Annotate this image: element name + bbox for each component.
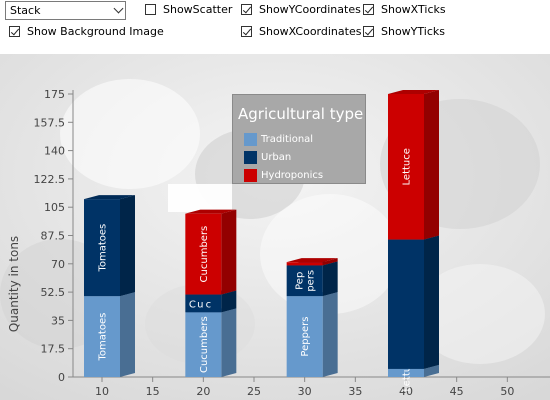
checkbox-box[interactable] bbox=[9, 26, 20, 37]
x-tick-label: 30 bbox=[298, 385, 312, 398]
bar-data-label: Cucumbers bbox=[199, 226, 210, 283]
bar-side-face bbox=[221, 290, 237, 313]
checkbox-label: ShowScatter bbox=[163, 3, 233, 16]
bar-segment-urban[interactable]: Tomatoes bbox=[84, 195, 135, 297]
legend-swatch bbox=[244, 133, 257, 146]
bar-front-face bbox=[388, 94, 424, 240]
bar-front-face bbox=[185, 312, 222, 377]
background-highlight bbox=[168, 184, 232, 212]
bar-segment-urban[interactable] bbox=[388, 235, 439, 369]
legend-swatch bbox=[244, 151, 257, 164]
x-tick-label: 35 bbox=[348, 385, 362, 398]
bar-front-face bbox=[84, 199, 120, 297]
bar-data-label: Tomatoes bbox=[98, 313, 109, 362]
y-tick-label: 157.5 bbox=[34, 116, 66, 129]
bar-segment-hydroponics[interactable]: Lettuce bbox=[388, 90, 439, 240]
bar-side-face bbox=[221, 308, 237, 377]
chart-mode-select[interactable]: Stack bbox=[5, 1, 126, 20]
bar-segment-hydroponics[interactable]: Cucumbers bbox=[185, 209, 237, 295]
bar-side-face bbox=[120, 195, 135, 297]
bar-top-face bbox=[185, 209, 237, 214]
legend-label: Traditional bbox=[261, 134, 314, 145]
bar-data-label: Cucumbers bbox=[199, 316, 210, 373]
bar-segment-urban[interactable]: Peppers bbox=[286, 261, 338, 297]
y-tick-label: 175 bbox=[44, 88, 65, 101]
checkbox-box[interactable] bbox=[145, 4, 156, 15]
y-tick-label: 87.5 bbox=[41, 230, 66, 243]
bar-segment-traditional[interactable]: Cucumbers bbox=[185, 308, 237, 377]
x-tick-label: 25 bbox=[247, 385, 261, 398]
chart-area: 0 17.5 35 52.5 70 87.5 105 122.5 140 157.5 175 10 1… bbox=[0, 54, 550, 400]
bar-side-face bbox=[424, 364, 439, 377]
x-tick-label: 45 bbox=[450, 385, 464, 398]
bar-side-face bbox=[221, 209, 237, 295]
bar-segment-traditional[interactable]: Tomatoes bbox=[84, 292, 135, 377]
checkbox-box[interactable] bbox=[363, 26, 374, 37]
bar-front-face bbox=[388, 239, 424, 369]
bar-data-label: Tomatoes bbox=[98, 224, 109, 273]
bar-front-face bbox=[185, 294, 222, 313]
checkbox-label: ShowYCoordinates bbox=[259, 3, 361, 16]
bar-data-label: Cu c bbox=[189, 299, 211, 310]
bar-side-face bbox=[322, 258, 338, 266]
bar-front-face bbox=[286, 262, 323, 266]
bar-data-label: Lettuce bbox=[402, 354, 413, 391]
checkbox-box[interactable] bbox=[241, 26, 252, 37]
y-tick-label: 122.5 bbox=[34, 173, 66, 186]
bar-segment-traditional[interactable]: Peppers bbox=[286, 292, 338, 377]
bar-top-face bbox=[286, 258, 338, 263]
y-tick-label: 105 bbox=[44, 201, 65, 214]
bar-front-face bbox=[286, 265, 323, 297]
chart-mode-value: Stack bbox=[10, 4, 41, 17]
legend-label: Hydroponics bbox=[261, 170, 324, 181]
bar-front-face bbox=[84, 296, 120, 377]
bar-front-face bbox=[185, 213, 222, 295]
bar-top-face bbox=[388, 90, 439, 94]
bar-side-face bbox=[120, 292, 135, 377]
bar-top-face bbox=[84, 195, 135, 200]
legend: Agricultural type Traditional Urban Hydr… bbox=[232, 94, 366, 184]
stacked-bar-chart: 0 17.5 35 52.5 70 87.5 105 122.5 140 157.5 175 10 1… bbox=[0, 54, 550, 400]
x-tick-label: 15 bbox=[146, 385, 160, 398]
legend-swatch bbox=[244, 169, 257, 182]
y-tick-label: 35 bbox=[51, 314, 65, 327]
bar-side-face bbox=[424, 235, 439, 369]
bar-data-label: Peppers bbox=[295, 270, 317, 292]
legend-title: Agricultural type bbox=[238, 105, 364, 123]
x-tick-label: 20 bbox=[196, 385, 210, 398]
checkbox-label: ShowYTicks bbox=[381, 25, 445, 38]
y-tick-label: 17.5 bbox=[41, 343, 66, 356]
bar-side-face bbox=[322, 292, 338, 377]
bar-data-label: Lettuce bbox=[402, 148, 413, 185]
x-tick-label: 40 bbox=[399, 385, 413, 398]
y-tick-label: 52.5 bbox=[41, 286, 66, 299]
chevron-down-icon bbox=[113, 3, 124, 14]
checkbox-box[interactable] bbox=[363, 4, 374, 15]
bar-side-face bbox=[424, 90, 439, 240]
bar-side-face bbox=[322, 261, 338, 297]
bar-front-face bbox=[388, 368, 424, 377]
bar-front-face bbox=[286, 296, 323, 377]
bar-data-label: Peppers bbox=[300, 317, 311, 357]
checkbox-label: ShowXTicks bbox=[381, 3, 446, 16]
y-axis-label: Quantity in tons bbox=[7, 236, 21, 332]
toolbar: Stack ShowScatter ShowYCoordinates ShowX… bbox=[0, 0, 550, 44]
y-tick-label: 140 bbox=[44, 145, 65, 158]
legend-label: Urban bbox=[261, 152, 292, 163]
y-tick-label: 70 bbox=[51, 258, 65, 271]
y-tick-label: 0 bbox=[58, 371, 65, 384]
x-tick-label: 50 bbox=[500, 385, 514, 398]
checkbox-box[interactable] bbox=[241, 4, 252, 15]
checkbox-label: Show Background Image bbox=[27, 25, 164, 38]
x-tick-label: 10 bbox=[95, 385, 109, 398]
bar-segment-hydroponics[interactable] bbox=[286, 258, 338, 266]
checkbox-label: ShowXCoordinates bbox=[259, 25, 362, 38]
